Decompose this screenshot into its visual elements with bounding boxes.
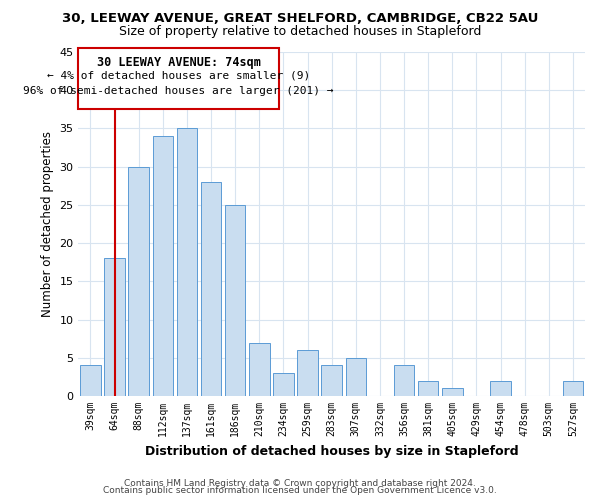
- Bar: [80, 366, 101, 396]
- Bar: [128, 166, 149, 396]
- X-axis label: Distribution of detached houses by size in Stapleford: Distribution of detached houses by size …: [145, 444, 518, 458]
- Bar: [394, 366, 415, 396]
- Bar: [273, 373, 293, 396]
- Bar: [201, 182, 221, 396]
- Bar: [563, 381, 583, 396]
- Text: Contains public sector information licensed under the Open Government Licence v3: Contains public sector information licen…: [103, 486, 497, 495]
- Bar: [490, 381, 511, 396]
- Text: 96% of semi-detached houses are larger (201) →: 96% of semi-detached houses are larger (…: [23, 86, 334, 96]
- Bar: [152, 136, 173, 396]
- Text: Contains HM Land Registry data © Crown copyright and database right 2024.: Contains HM Land Registry data © Crown c…: [124, 478, 476, 488]
- Bar: [249, 342, 269, 396]
- Bar: [442, 388, 463, 396]
- Bar: [176, 128, 197, 396]
- Text: ← 4% of detached houses are smaller (9): ← 4% of detached houses are smaller (9): [47, 71, 310, 81]
- FancyBboxPatch shape: [79, 48, 278, 109]
- Bar: [322, 366, 342, 396]
- Y-axis label: Number of detached properties: Number of detached properties: [41, 131, 54, 317]
- Bar: [297, 350, 318, 396]
- Text: 30, LEEWAY AVENUE, GREAT SHELFORD, CAMBRIDGE, CB22 5AU: 30, LEEWAY AVENUE, GREAT SHELFORD, CAMBR…: [62, 12, 538, 26]
- Bar: [346, 358, 366, 396]
- Text: 30 LEEWAY AVENUE: 74sqm: 30 LEEWAY AVENUE: 74sqm: [97, 56, 260, 68]
- Text: Size of property relative to detached houses in Stapleford: Size of property relative to detached ho…: [119, 25, 481, 38]
- Bar: [104, 258, 125, 396]
- Bar: [225, 205, 245, 396]
- Bar: [418, 381, 439, 396]
